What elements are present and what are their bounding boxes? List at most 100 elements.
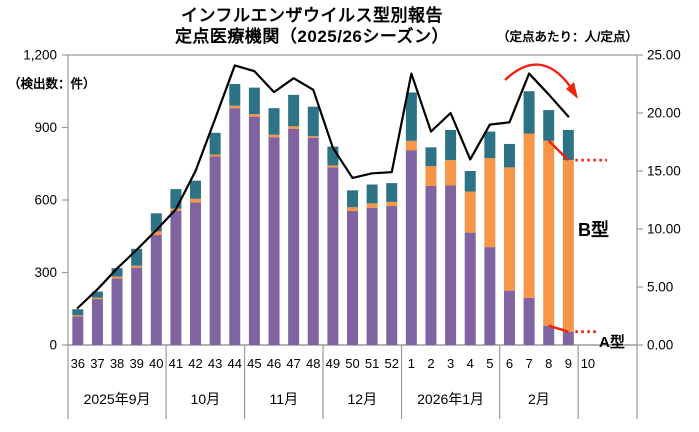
- bar-w50-A型: [347, 210, 358, 345]
- right-axis-unit-label: （定点あたり：人/定点）: [497, 30, 638, 44]
- bar-w45-B型: [248, 114, 260, 117]
- bar-w6-B型: [503, 167, 515, 291]
- week-label: 46: [267, 356, 281, 371]
- chart-title: インフルエンザウイルス型別報告 定点医療機関（2025/26シーズン）: [120, 5, 504, 47]
- month-label: 11月: [270, 391, 299, 407]
- bar-w7-other: [523, 91, 535, 134]
- week-label: 50: [345, 356, 359, 371]
- week-label: 41: [169, 356, 183, 371]
- week-label: 7: [525, 356, 532, 371]
- left-axis-tick-label: 600: [34, 193, 57, 208]
- right-axis-tick-label: 5.00: [647, 280, 673, 295]
- week-label: 1: [408, 356, 415, 371]
- week-label: 2: [427, 356, 434, 371]
- bar-w46-B型: [268, 134, 280, 138]
- bar-w42-A型: [190, 202, 202, 345]
- bar-w8-A型: [543, 325, 555, 345]
- bar-w46-A型: [268, 137, 280, 345]
- trend-line: [76, 64, 570, 309]
- bar-w52-A型: [386, 206, 398, 345]
- bar-w41-other: [170, 189, 182, 209]
- bar-w41-A型: [170, 210, 182, 345]
- left-axis-tick-label: 300: [34, 265, 57, 280]
- bar-w50-other: [347, 190, 358, 208]
- bar-w1-A型: [405, 150, 417, 345]
- week-label: 47: [286, 356, 300, 371]
- right-axis-tick-label: 0.00: [647, 338, 673, 353]
- week-label: 48: [306, 356, 320, 371]
- week-label: 39: [129, 356, 143, 371]
- left-axis-tick-label: 900: [34, 120, 57, 135]
- bar-w3-A型: [445, 185, 457, 345]
- week-label: 49: [326, 356, 340, 371]
- bar-w37-A型: [91, 299, 103, 345]
- bar-w2-other: [425, 147, 437, 167]
- bar-w42-other: [190, 180, 202, 199]
- week-label: 5: [486, 356, 493, 371]
- bar-w38-other: [111, 268, 123, 277]
- week-label: 42: [188, 356, 202, 371]
- bar-w51-other: [366, 184, 378, 204]
- bar-w45-A型: [248, 116, 260, 345]
- bar-w38-A型: [111, 278, 123, 345]
- bar-w48-B型: [307, 136, 319, 138]
- right-axis-tick-label: 15.00: [647, 164, 681, 179]
- bar-w5-A型: [484, 247, 496, 345]
- bar-w42-B型: [190, 198, 202, 203]
- month-label: 2月: [528, 391, 550, 407]
- left-axis-tick-label: 1,200: [23, 48, 57, 63]
- bar-w5-other: [484, 131, 496, 159]
- bar-w9-B型: [562, 160, 574, 332]
- bar-w44-B型: [229, 105, 241, 109]
- bar-w38-B型: [111, 276, 123, 279]
- bar-w4-B型: [464, 191, 476, 233]
- bar-w9-other: [562, 129, 574, 161]
- bar-w37-other: [91, 291, 103, 298]
- month-label: 2026年1月: [417, 391, 484, 407]
- bar-w52-other: [386, 183, 398, 202]
- right-axis-tick-label: 25.00: [647, 48, 681, 63]
- bar-w46-other: [268, 108, 280, 135]
- left-axis-tick-label: 0: [49, 338, 57, 353]
- week-label: 52: [385, 356, 399, 371]
- bar-w48-other: [307, 106, 319, 137]
- bar-w44-other: [229, 84, 241, 106]
- week-label: 43: [208, 356, 222, 371]
- a-type-label: A型: [599, 333, 625, 351]
- bar-w43-B型: [209, 154, 221, 157]
- decline-arrow-head-icon: [566, 82, 578, 99]
- bar-w6-other: [503, 143, 515, 168]
- bar-w48-A型: [307, 137, 319, 345]
- right-axis-tick-label: 20.00: [647, 106, 681, 121]
- bar-w43-other: [209, 132, 221, 155]
- week-label-trailing: 10: [581, 356, 595, 371]
- bar-w8-other: [543, 110, 555, 141]
- bar-w49-B型: [327, 165, 339, 168]
- bar-w47-A型: [288, 128, 300, 345]
- week-label: 9: [565, 356, 572, 371]
- bar-w43-A型: [209, 156, 221, 345]
- week-label: 37: [90, 356, 104, 371]
- left-axis-unit-label: （検出数：件）: [8, 77, 96, 91]
- bar-w4-A型: [464, 232, 476, 345]
- bar-w39-B型: [131, 265, 143, 268]
- bar-w44-A型: [229, 108, 241, 346]
- bar-w8-B型: [543, 140, 555, 326]
- bar-w40-B型: [150, 231, 162, 236]
- week-label: 38: [110, 356, 124, 371]
- week-label: 36: [71, 356, 85, 371]
- bar-w50-B型: [347, 207, 358, 211]
- right-axis-tick-label: 10.00: [647, 222, 681, 237]
- bar-w39-A型: [131, 267, 143, 345]
- bar-w36-other: [72, 309, 84, 316]
- bar-w7-A型: [523, 297, 535, 345]
- week-label: 44: [228, 356, 242, 371]
- bar-w4-other: [464, 171, 476, 192]
- bar-w36-B型: [72, 315, 84, 317]
- bar-w9-A型: [562, 331, 574, 345]
- bar-w1-B型: [405, 140, 417, 151]
- bar-w2-A型: [425, 185, 437, 345]
- week-label: 6: [506, 356, 513, 371]
